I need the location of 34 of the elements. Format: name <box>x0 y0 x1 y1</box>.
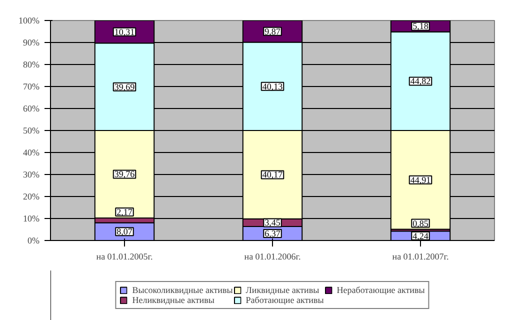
y-tick-label: 30% <box>23 170 40 180</box>
y-tick-label: 50% <box>23 126 40 136</box>
y-tick-label: 10% <box>23 214 40 224</box>
data-label: 40,17 <box>262 170 284 180</box>
y-tick-label: 0% <box>28 236 40 246</box>
data-label: 39,76 <box>114 169 136 180</box>
data-label: 0,85 <box>412 218 429 228</box>
data-label: 10,31 <box>114 26 135 37</box>
data-label: 2,17 <box>116 206 133 217</box>
y-tick-label: 90% <box>23 38 40 48</box>
y-tick-label: 40% <box>23 148 40 158</box>
y-tick-label: 70% <box>23 82 40 92</box>
data-label: 8,07 <box>116 226 133 237</box>
x-tick-label: на 01.01.2005г. <box>96 252 153 262</box>
data-label: 39,69 <box>114 82 136 92</box>
y-tick-label: 60% <box>23 104 40 114</box>
legend-label: Неликвидные активы <box>132 295 214 305</box>
legend-label: Высоколиквидные активы <box>132 285 233 295</box>
legend-label: Работающие активы <box>246 295 324 305</box>
data-label: 6,37 <box>264 228 281 238</box>
y-tick-label: 100% <box>18 16 40 26</box>
data-label: 3,45 <box>264 218 281 228</box>
data-label: 4,24 <box>412 230 429 241</box>
data-label: 5,18 <box>412 21 429 32</box>
y-tick-label: 80% <box>23 60 40 70</box>
x-tick-label: на 01.01.2007г. <box>392 252 449 262</box>
data-label: 40,13 <box>262 81 284 92</box>
legend-label: Неработающие активы <box>336 285 425 295</box>
x-tick-label: на 01.01.2006г. <box>244 252 301 262</box>
data-label: 9,87 <box>264 26 281 36</box>
data-label: 44,91 <box>410 174 431 185</box>
legend-label: Ликвидные активы <box>246 285 320 295</box>
data-label: 44,82 <box>410 76 431 86</box>
y-tick-label: 20% <box>23 192 40 202</box>
